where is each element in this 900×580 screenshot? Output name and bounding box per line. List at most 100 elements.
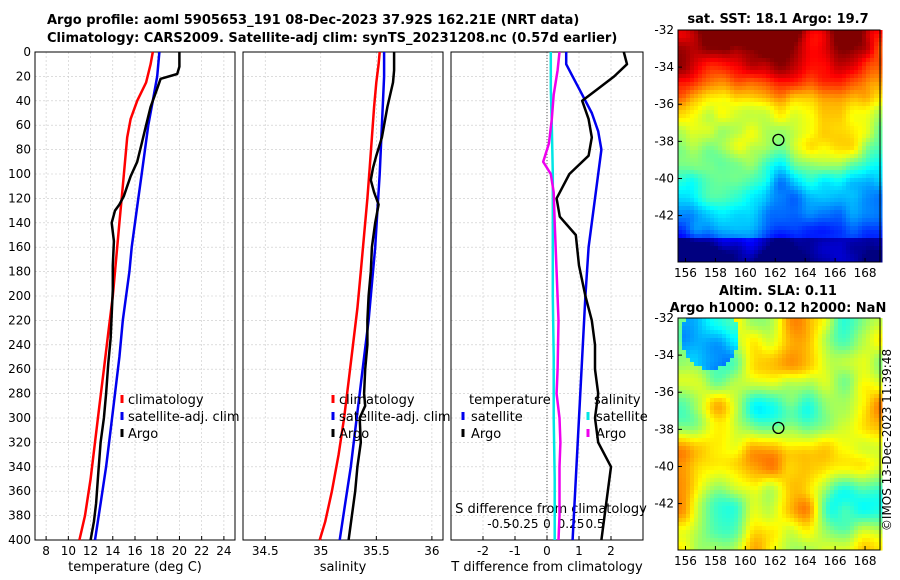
- map-cell: [794, 338, 799, 343]
- map-cell: [686, 338, 691, 343]
- map-cell: [870, 170, 875, 175]
- map-cell: [714, 182, 719, 187]
- map-cell: [758, 190, 763, 195]
- map-cell: [818, 54, 823, 59]
- map-cell: [754, 446, 759, 451]
- map-cell: [738, 358, 743, 363]
- map-cell: [682, 30, 687, 35]
- map-cell: [746, 430, 751, 435]
- map-cell: [702, 70, 707, 75]
- map-cell: [702, 34, 707, 39]
- map-cell: [750, 102, 755, 107]
- map-cell: [754, 106, 759, 111]
- map-cell: [826, 394, 831, 399]
- map-cell: [822, 30, 827, 35]
- map-cell: [718, 174, 723, 179]
- sla-map: Altim. SLA: 0.11 Argo h1000: 0.12 h2000:…: [654, 284, 886, 568]
- map-cell: [702, 442, 707, 447]
- map-cell: [854, 202, 859, 207]
- map-cell: [702, 382, 707, 387]
- map-cell: [818, 46, 823, 51]
- map-cell: [730, 386, 735, 391]
- map-cell: [834, 86, 839, 91]
- map-cell: [830, 246, 835, 251]
- map-cell: [762, 134, 767, 139]
- map-cell: [806, 154, 811, 159]
- map-cell: [874, 434, 879, 439]
- map-cell: [830, 206, 835, 211]
- map-cell: [830, 134, 835, 139]
- map-cell: [690, 398, 695, 403]
- map-cell: [694, 126, 699, 131]
- map-cell: [754, 150, 759, 155]
- map-cell: [710, 70, 715, 75]
- map-cell: [702, 186, 707, 191]
- map-cell: [734, 398, 739, 403]
- map-cell: [834, 430, 839, 435]
- map-cell: [758, 398, 763, 403]
- map-cell: [778, 386, 783, 391]
- map-cell: [738, 58, 743, 63]
- map-cell: [874, 398, 879, 403]
- y-tick-label: 100: [8, 167, 31, 181]
- map-cell: [838, 30, 843, 35]
- map-cell: [818, 390, 823, 395]
- map-cell: [798, 162, 803, 167]
- map-cell: [770, 226, 775, 231]
- map-cell: [794, 258, 799, 263]
- map-cell: [726, 382, 731, 387]
- map-cell: [734, 226, 739, 231]
- map-cell: [806, 174, 811, 179]
- map-cell: [790, 74, 795, 79]
- map-cell: [774, 238, 779, 243]
- map-cell: [814, 158, 819, 163]
- map-cell: [782, 178, 787, 183]
- map-cell: [850, 254, 855, 259]
- map-cell: [818, 398, 823, 403]
- map-cell: [754, 162, 759, 167]
- map-cell: [850, 50, 855, 55]
- x-tick-label: 10: [61, 544, 76, 558]
- map-cell: [794, 446, 799, 451]
- map-cell: [754, 390, 759, 395]
- map-cell: [782, 130, 787, 135]
- map-cell: [702, 326, 707, 331]
- map-cell: [822, 78, 827, 83]
- map-cell: [738, 382, 743, 387]
- map-cell: [714, 38, 719, 43]
- map-cell: [794, 250, 799, 255]
- map-cell: [842, 210, 847, 215]
- map-cell: [814, 90, 819, 95]
- x-tick-label: 1: [575, 544, 583, 558]
- map-cell: [706, 346, 711, 351]
- map-cell: [806, 194, 811, 199]
- map-cell: [846, 394, 851, 399]
- map-cell: [806, 446, 811, 451]
- map-cell: [702, 198, 707, 203]
- map-cell: [678, 134, 683, 139]
- map-cell: [758, 166, 763, 171]
- map-cell: [790, 118, 795, 123]
- map-cell: [678, 334, 683, 339]
- map-cell: [838, 366, 843, 371]
- map-cell: [754, 78, 759, 83]
- map-cell: [778, 62, 783, 67]
- map-cell: [798, 386, 803, 391]
- map-cell: [702, 350, 707, 355]
- map-cell: [806, 350, 811, 355]
- map-cell: [802, 426, 807, 431]
- map-cell: [870, 138, 875, 143]
- map-cell: [718, 370, 723, 375]
- map-cell: [722, 86, 727, 91]
- map-cell: [790, 334, 795, 339]
- map-cell: [770, 246, 775, 251]
- map-cell: [810, 402, 815, 407]
- map-cell: [694, 418, 699, 423]
- map-cell: [762, 222, 767, 227]
- map-cell: [794, 38, 799, 43]
- map-cell: [778, 98, 783, 103]
- map-cell: [778, 58, 783, 63]
- map-cell: [718, 366, 723, 371]
- map-cell: [706, 62, 711, 67]
- map-cell: [762, 102, 767, 107]
